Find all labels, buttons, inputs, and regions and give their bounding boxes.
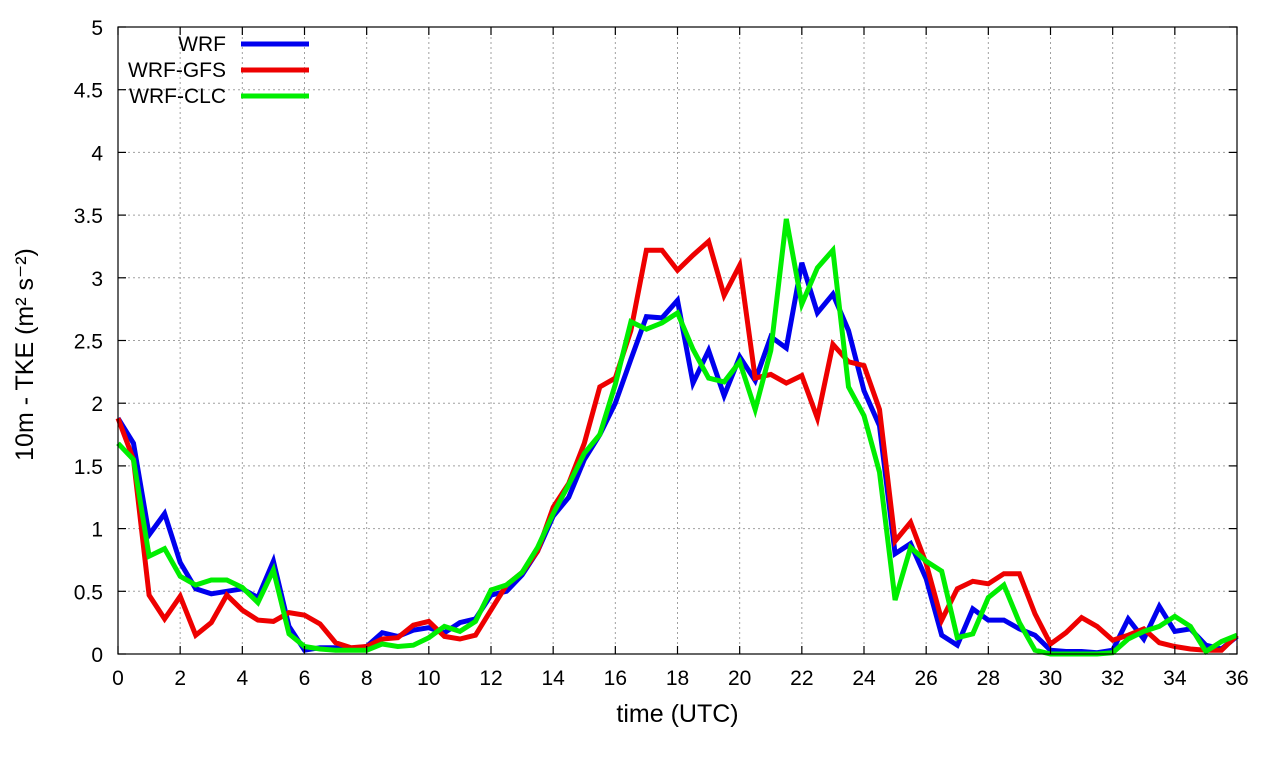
x-tick-label: 4	[236, 667, 248, 690]
x-tick-label: 12	[479, 667, 502, 690]
legend-label: WRF-GFS	[128, 59, 226, 82]
x-tick-label: 36	[1225, 667, 1248, 690]
y-tick-label: 4	[91, 142, 103, 165]
x-tick-label: 20	[728, 667, 751, 690]
x-tick-label: 28	[977, 667, 1000, 690]
x-tick-label: 26	[914, 667, 937, 690]
y-axis-label: 10m - TKE (m² s⁻²)	[11, 248, 39, 461]
grid-lines	[118, 27, 1237, 654]
x-tick-label: 18	[666, 667, 689, 690]
y-axis-ticks: 0 0.5 1 1.5 2 2.5 3 3.5 4 4.5 5	[74, 17, 1237, 667]
x-axis-ticks: 0 2 4 6 8 10 12 14 16 18 20 22 24 26 28 30 32 34 36	[112, 27, 1249, 690]
series-line-wrf-gfs	[115, 236, 1239, 653]
x-tick-label: 6	[299, 667, 311, 690]
x-tick-label: 8	[361, 667, 373, 690]
x-tick-label: 0	[112, 667, 124, 690]
x-tick-label: 34	[1163, 667, 1187, 690]
x-tick-label: 10	[417, 667, 440, 690]
y-tick-label: 3	[91, 268, 103, 291]
x-tick-label: 32	[1101, 667, 1124, 690]
y-tick-label: 1	[91, 519, 103, 542]
y-tick-label: 2	[91, 393, 103, 416]
y-tick-label: 3.5	[74, 205, 103, 228]
y-tick-label: 5	[91, 17, 103, 40]
legend-label: WRF-CLC	[129, 85, 226, 108]
x-axis-label: time (UTC)	[616, 700, 738, 728]
legend: WRF WRF-GFS WRF-CLC	[128, 33, 309, 108]
x-tick-label: 22	[790, 667, 813, 690]
x-tick-label: 16	[604, 667, 627, 690]
y-tick-label: 2.5	[74, 331, 103, 354]
y-tick-label: 1.5	[74, 456, 103, 479]
x-tick-label: 30	[1039, 667, 1062, 690]
x-tick-label: 2	[174, 667, 186, 690]
y-tick-label: 4.5	[74, 80, 103, 103]
x-tick-label: 14	[541, 667, 565, 690]
x-tick-label: 24	[852, 667, 876, 690]
y-tick-label: 0.5	[74, 581, 103, 604]
y-tick-label: 0	[91, 644, 103, 667]
legend-label: WRF	[178, 33, 226, 56]
